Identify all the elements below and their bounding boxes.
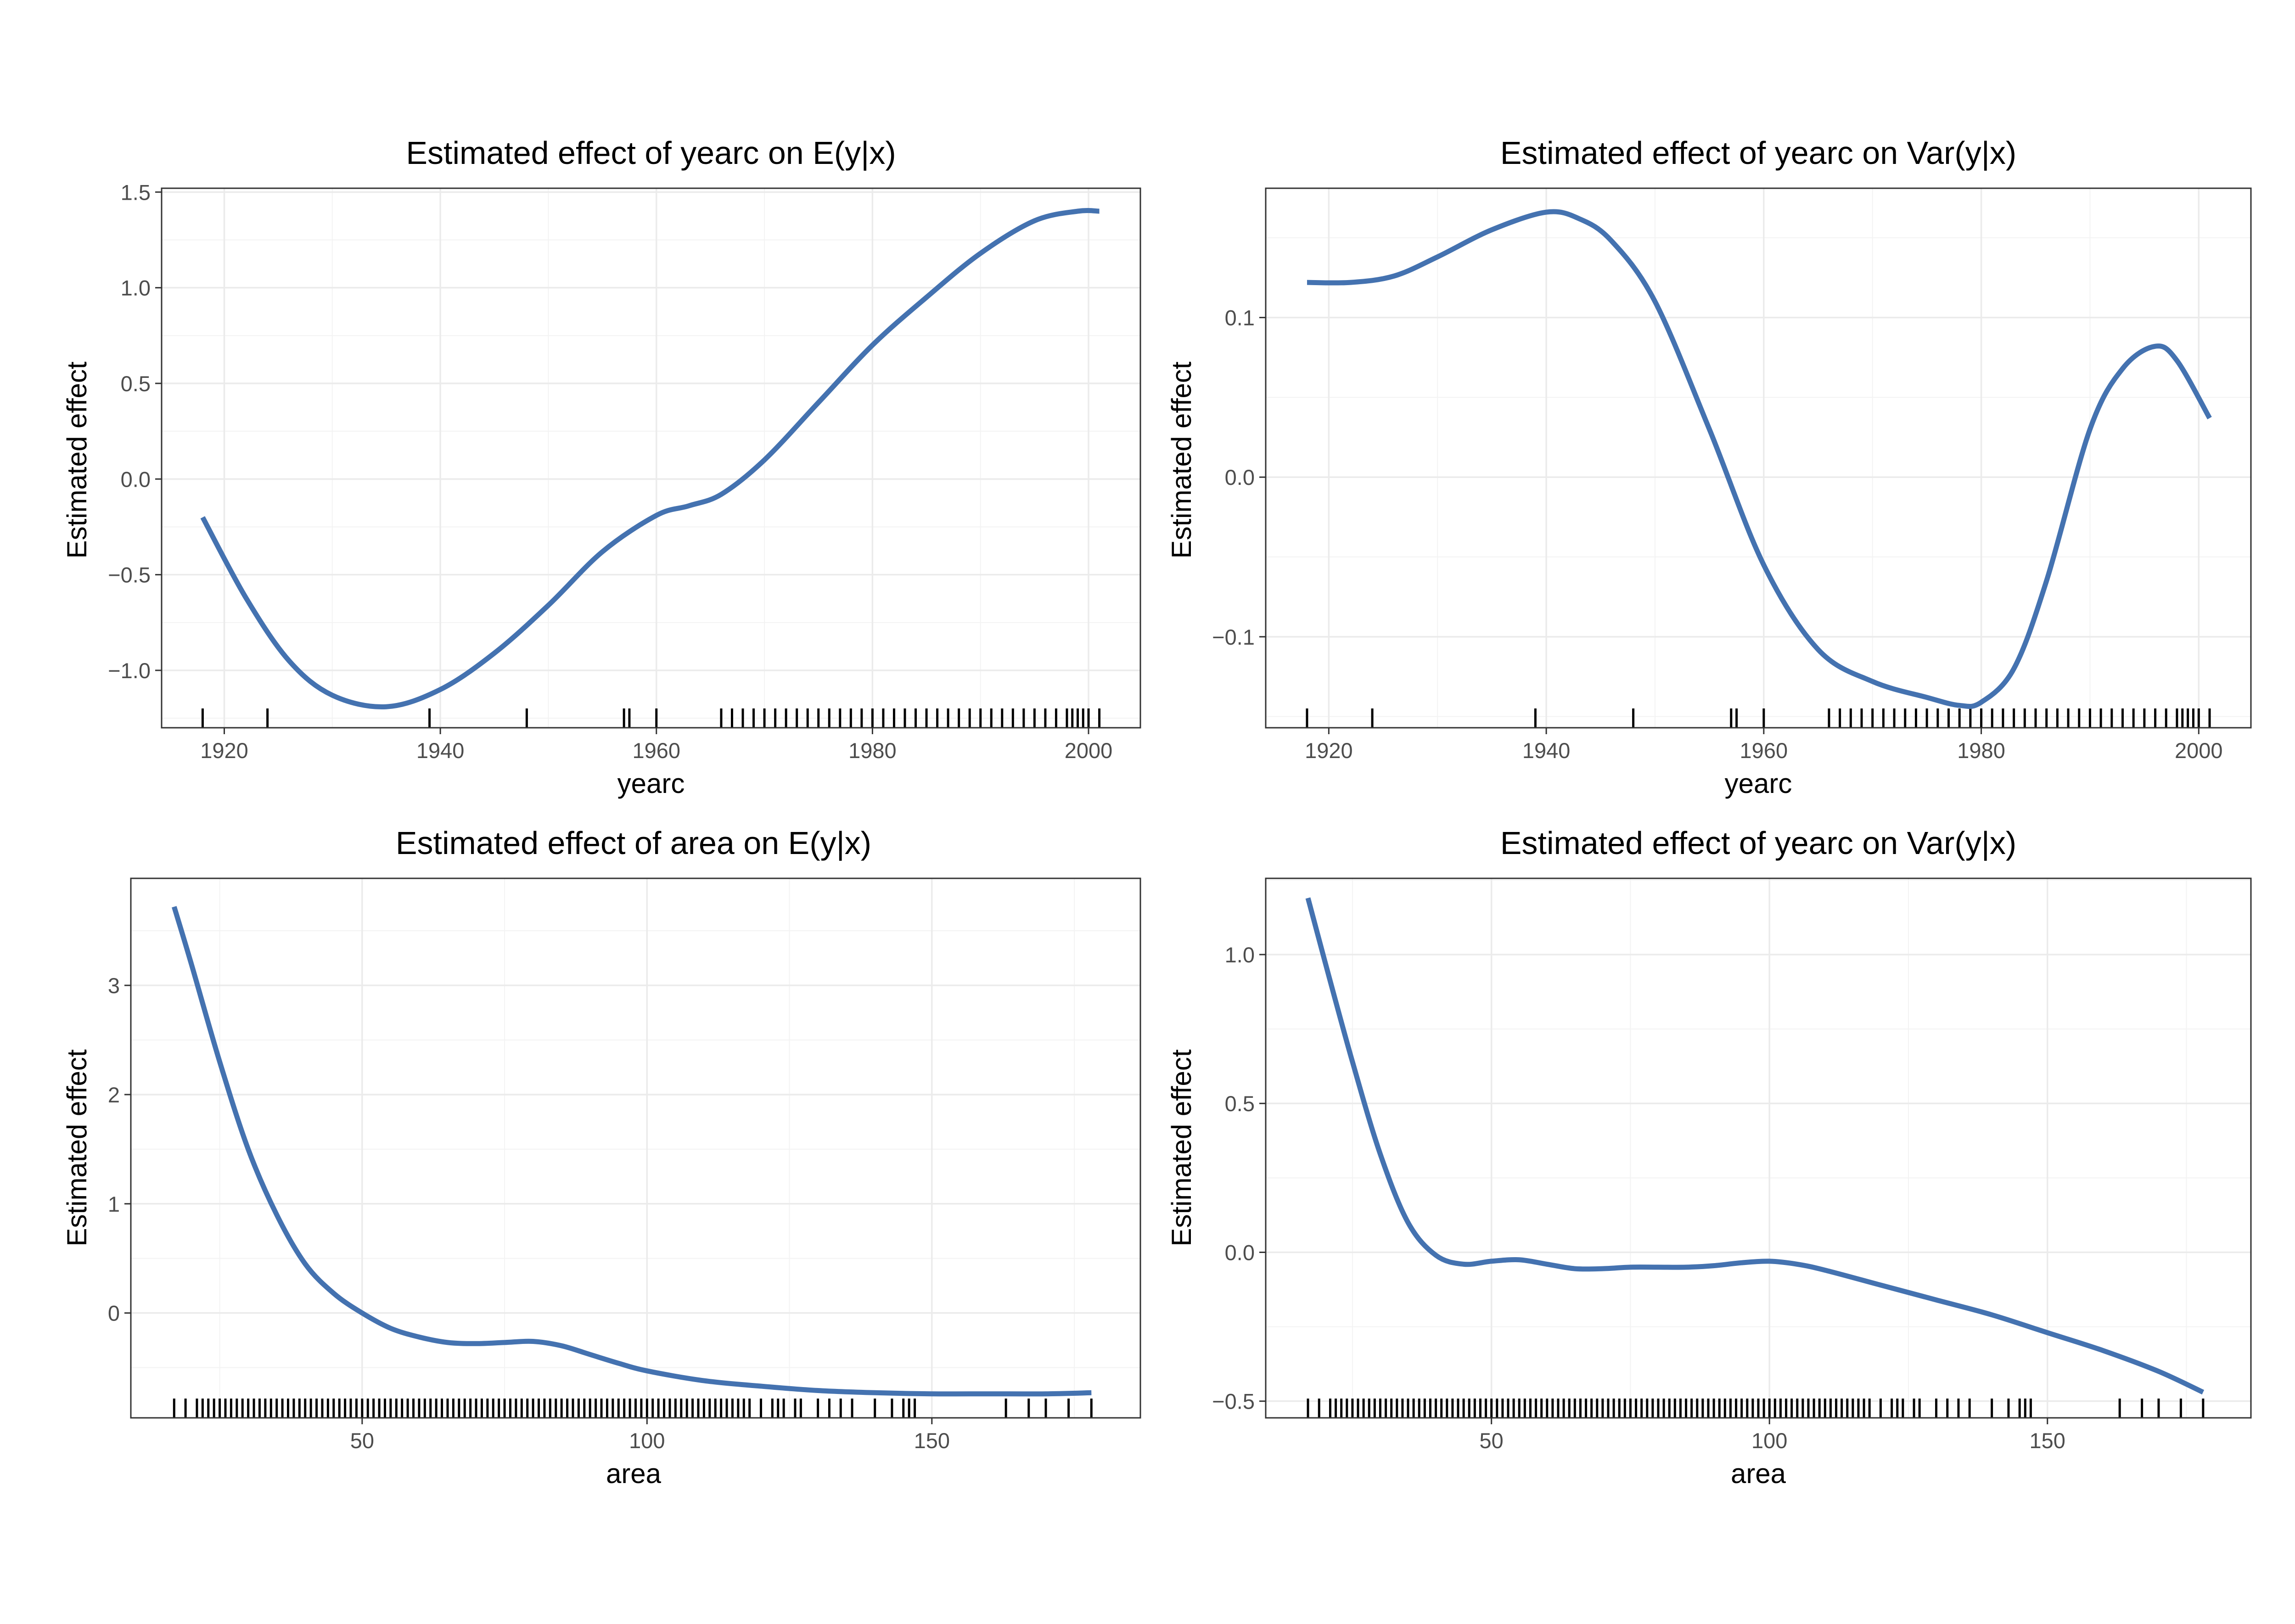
panel-2: Estimated effect of yearc on Var(y|x) 19… <box>1166 135 2252 799</box>
panel-4-x-axis: 50 100 150 <box>1480 1418 2065 1453</box>
panel-1-x-tick-label: 2000 <box>1065 738 1113 763</box>
panel-2-x-tick-label: 1960 <box>1740 738 1788 763</box>
panel-3-x-axis-title: area <box>606 1458 662 1489</box>
panel-1-title: Estimated effect of yearc on E(y|x) <box>406 135 896 171</box>
panel-1-y-tick-label: 0.5 <box>121 371 151 396</box>
panel-1-y-axis-title: Estimated effect <box>62 361 92 558</box>
panel-2-x-tick-label: 2000 <box>2175 738 2223 763</box>
panel-3-curve <box>172 906 1092 1397</box>
panel-4-rug <box>1307 1399 2205 1418</box>
panel-4-y-axis-title: Estimated effect <box>1166 1049 1197 1246</box>
panel-2-rug <box>1306 708 2211 728</box>
panel-3-y-tick-label: 2 <box>108 1083 120 1107</box>
panel-3-x-axis: 50 100 150 <box>350 1418 950 1453</box>
panel-4-x-tick-label: 150 <box>2030 1428 2065 1453</box>
panel-4-y-tick-label: 1.0 <box>1225 943 1255 967</box>
panel-3-frame <box>130 877 1141 1419</box>
panel-1-y-tick-label: −1.0 <box>108 658 151 683</box>
panel-1-grid <box>162 188 1140 728</box>
panel-4-x-tick-label: 50 <box>1480 1428 1504 1453</box>
panel-4-y-tick-label: 0.0 <box>1225 1240 1255 1264</box>
panel-2-y-axis-title: Estimated effect <box>1166 361 1197 558</box>
panel-1-y-tick-label: 1.5 <box>121 180 151 204</box>
panel-2-x-tick-label: 1920 <box>1305 738 1353 763</box>
panel-4-frame <box>1265 877 2252 1419</box>
panel-2-x-tick-label: 1980 <box>1957 738 2005 763</box>
panel-2-y-axis: −0.1 0.0 0.1 <box>1212 306 1266 649</box>
panel-2-y-tick-label: −0.1 <box>1212 625 1255 649</box>
panel-1-x-axis-title: yearc <box>617 768 685 799</box>
panel-1: Estimated effect of yearc on E(y|x) 1920… <box>62 135 1141 799</box>
panel-2-y-tick-label: 0.0 <box>1225 465 1255 489</box>
panel-1-y-tick-label: −0.5 <box>108 563 151 587</box>
panel-3-y-tick-label: 3 <box>108 973 120 998</box>
panel-2-grid <box>1266 188 2251 728</box>
panel-2-title: Estimated effect of yearc on Var(y|x) <box>1500 135 2016 171</box>
panel-2-x-axis: 1920 1940 1960 1980 2000 <box>1305 728 2223 763</box>
panel-2-y-tick-label: 0.1 <box>1225 306 1255 330</box>
panel-3-grid <box>131 878 1140 1418</box>
panel-2-frame <box>1265 187 2252 729</box>
panel-4-y-tick-label: 0.5 <box>1225 1091 1255 1116</box>
panel-4-x-axis-title: area <box>1731 1458 1786 1489</box>
panel-1-curve <box>200 208 1100 709</box>
panel-3-rug <box>173 1399 1093 1418</box>
panel-4-x-tick-label: 100 <box>1751 1428 1787 1453</box>
panel-3-title: Estimated effect of area on E(y|x) <box>396 825 871 861</box>
panel-3-y-tick-label: 1 <box>108 1192 120 1216</box>
panel-3-y-axis-title: Estimated effect <box>62 1049 92 1246</box>
panel-1-y-axis: −1.0 −0.5 0.0 0.5 1.0 1.5 <box>108 180 162 683</box>
panel-4-title: Estimated effect of yearc on Var(y|x) <box>1500 825 2016 861</box>
panel-3-x-tick-label: 50 <box>350 1428 374 1453</box>
panel-4: Estimated effect of yearc on Var(y|x) 50… <box>1166 825 2252 1489</box>
panel-1-x-axis: 1920 1940 1960 1980 2000 <box>200 728 1112 763</box>
panel-1-y-tick-label: 0.0 <box>121 467 151 491</box>
panel-2-x-tick-label: 1940 <box>1522 738 1571 763</box>
panel-1-x-tick-label: 1980 <box>848 738 897 763</box>
panel-3-y-axis: 0 1 2 3 <box>108 973 131 1326</box>
panel-1-rug <box>201 708 1101 728</box>
panel-3-x-tick-label: 150 <box>914 1428 950 1453</box>
panel-4-y-tick-label: −0.5 <box>1212 1389 1255 1414</box>
panel-4-y-axis: −0.5 0.0 0.5 1.0 <box>1212 943 1266 1414</box>
panel-3-x-tick-label: 100 <box>629 1428 665 1453</box>
panel-1-x-tick-label: 1920 <box>200 738 248 763</box>
panel-2-curve <box>1307 209 2212 709</box>
panel-1-x-tick-label: 1960 <box>632 738 680 763</box>
panel-3: Estimated effect of area on E(y|x) 50 100… <box>62 825 1141 1489</box>
panel-4-curve <box>1305 897 2205 1395</box>
panel-3-y-tick-label: 0 <box>108 1301 120 1326</box>
panel-1-x-tick-label: 1940 <box>416 738 465 763</box>
panel-1-y-tick-label: 1.0 <box>121 276 151 300</box>
panel-4-grid <box>1266 878 2251 1418</box>
panel-1-frame <box>161 187 1141 729</box>
panel-2-x-axis-title: yearc <box>1725 768 1792 799</box>
